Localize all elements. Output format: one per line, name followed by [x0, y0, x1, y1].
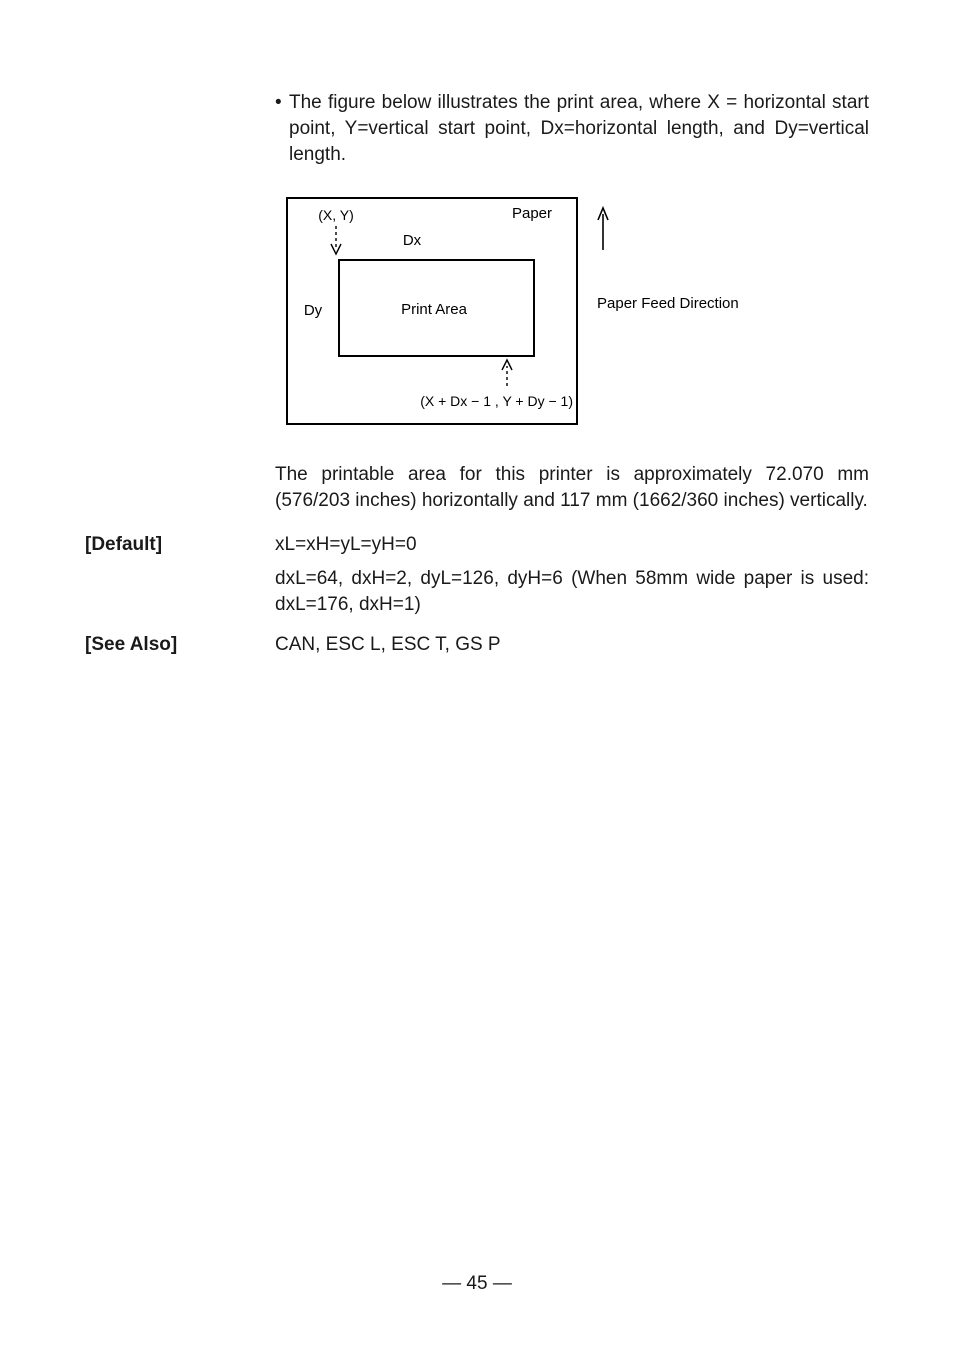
print-area-label: Print Area	[401, 301, 468, 318]
default-label: [Default]	[85, 532, 275, 558]
default-line1: xL=xH=yL=yH=0	[275, 532, 869, 558]
print-area-figure: Paper (X, Y) Dx Dy Print Area (X + Dx − …	[277, 188, 797, 434]
default-row-2: dxL=64, dxH=2, dyL=126, dyH=6 (When 58mm…	[85, 566, 869, 618]
bullet-dot-icon: •	[275, 90, 282, 116]
bullet-content: • The figure below illustrates the print…	[275, 90, 869, 168]
figure-wrapper: Paper (X, Y) Dx Dy Print Area (X + Dx − …	[85, 188, 869, 434]
see-also-text: CAN, ESC L, ESC T, GS P	[275, 632, 869, 658]
default-line2: dxL=64, dxH=2, dyL=126, dyH=6 (When 58mm…	[275, 566, 869, 618]
bullet-text: The figure below illustrates the print a…	[289, 92, 869, 165]
page: • The figure below illustrates the print…	[0, 0, 954, 1355]
corner-label: (X + Dx − 1 , Y + Dy − 1)	[420, 393, 573, 409]
xy-label: (X, Y)	[318, 207, 354, 223]
feed-label: Paper Feed Direction	[597, 295, 739, 312]
default-row-1: [Default] xL=xH=yL=yH=0	[85, 532, 869, 558]
printable-area-row: The printable area for this printer is a…	[85, 462, 869, 514]
paper-label: Paper	[512, 205, 552, 222]
dy-label: Dy	[304, 302, 323, 319]
printable-area-text: The printable area for this printer is a…	[275, 462, 869, 514]
page-number: — 45 —	[0, 1273, 954, 1295]
dx-label: Dx	[403, 232, 422, 249]
see-also-label: [See Also]	[85, 632, 275, 658]
corner-arrowhead-icon	[502, 360, 512, 370]
see-also-row: [See Also] CAN, ESC L, ESC T, GS P	[85, 632, 869, 658]
bullet-paragraph-row: • The figure below illustrates the print…	[85, 90, 869, 168]
